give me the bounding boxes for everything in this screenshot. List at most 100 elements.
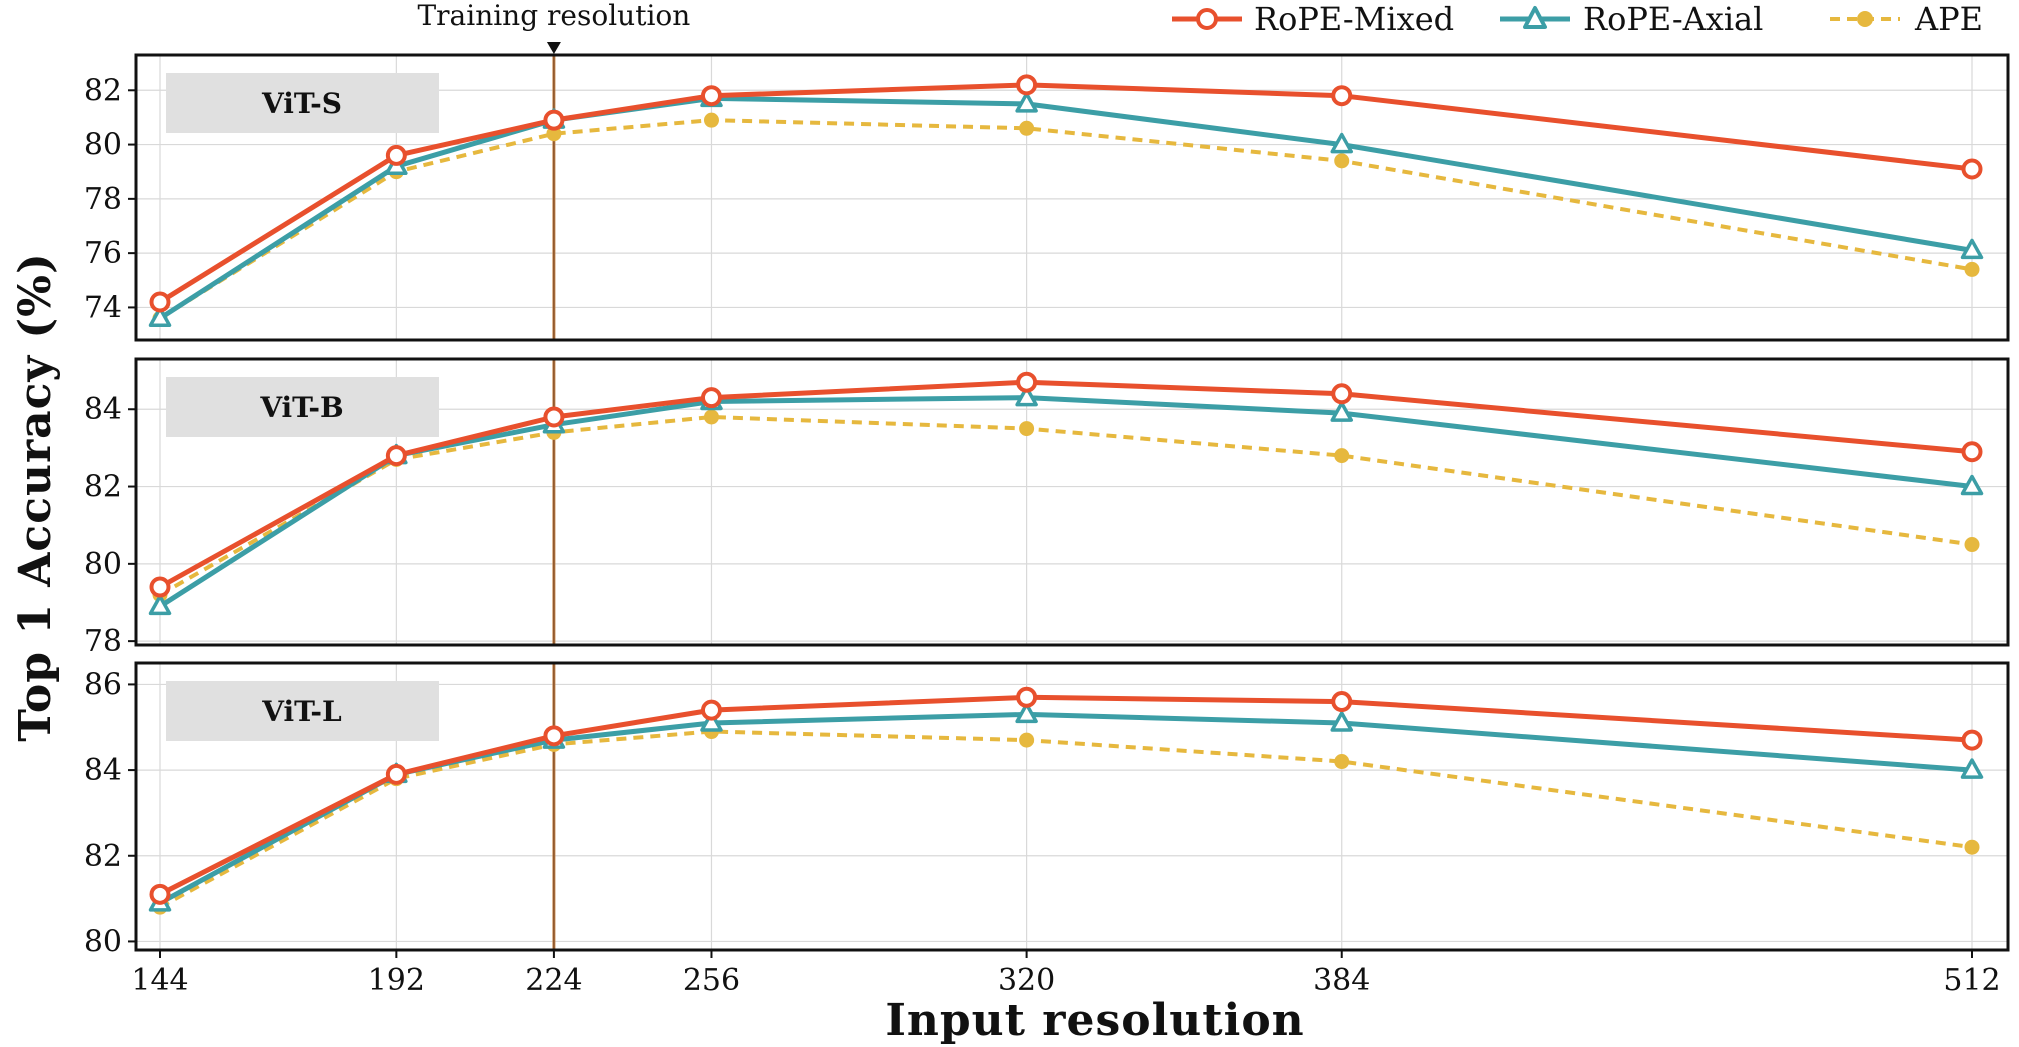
point-rope-mixed-144 (149, 883, 171, 905)
training-annotation: Training resolution (417, 0, 690, 54)
panel-frame (134, 53, 2010, 342)
series-rope-mixed (149, 371, 1983, 598)
panel-label-box (166, 73, 439, 133)
panel-label: ViT-B (259, 391, 343, 424)
point-rope-mixed-320 (1016, 686, 1038, 708)
y-tick-label: 80 (84, 924, 122, 959)
y-tick-label: 82 (84, 470, 122, 505)
point-rope-mixed-384 (1331, 85, 1353, 107)
series-line-ape (159, 729, 1973, 909)
point-ape-320 (1019, 732, 1035, 748)
panel-label: ViT-S (261, 87, 342, 120)
y-tick-label: 76 (84, 236, 122, 271)
legend-label-ape: APE (1914, 0, 1983, 38)
x-tick-label: 192 (368, 963, 425, 998)
point-ape-384 (1334, 448, 1350, 464)
point-rope-mixed-256 (700, 85, 722, 107)
point-rope-axial-320 (1015, 385, 1038, 407)
y-tick-label: 84 (84, 392, 122, 427)
y-tick-label: 80 (84, 547, 122, 582)
x-tick-label: 512 (1943, 963, 2000, 998)
point-rope-mixed-192 (385, 763, 407, 785)
y-tick-label: 78 (84, 624, 122, 659)
point-rope-axial-144 (148, 306, 172, 328)
y-tick-label: 80 (84, 128, 122, 163)
panel-vit-s: 74 76 78 80 82 ViT-S (84, 53, 2010, 342)
legend-label-rope-axial: RoPE-Axial (1583, 0, 1763, 38)
point-rope-mixed-144 (149, 576, 171, 598)
point-rope-axial-384 (1330, 401, 1353, 422)
legend-marker-rope-axial (1523, 6, 1547, 29)
point-rope-mixed-512 (1961, 729, 1983, 751)
point-ape-512 (1964, 261, 1980, 277)
point-rope-mixed-384 (1331, 383, 1353, 405)
point-rope-axial-384 (1330, 711, 1353, 732)
y-tick-label: 74 (84, 290, 122, 325)
panel-label: ViT-L (261, 695, 342, 728)
x-tick-label: 384 (1313, 963, 1370, 998)
point-rope-axial-512 (1960, 474, 1984, 496)
point-rope-mixed-192 (385, 144, 407, 166)
y-tick-label: 84 (84, 753, 122, 788)
legend-entry-rope-axial: RoPE-Axial (1500, 0, 1763, 38)
panel-frame (134, 661, 2010, 952)
legend-entry-rope-mixed: RoPE-Mixed (1172, 0, 1454, 38)
y-axis-title: Top 1 Accuracy (%) (10, 252, 61, 742)
point-rope-mixed-320 (1016, 74, 1038, 96)
legend-label-rope-mixed: RoPE-Mixed (1254, 0, 1454, 38)
legend: RoPE-Mixed RoPE-Axial APE (1172, 0, 1983, 38)
y-tick-label: 82 (84, 73, 122, 108)
series-line-ape (159, 415, 1973, 597)
point-rope-mixed-224 (543, 725, 565, 747)
y-tick-label: 82 (84, 839, 122, 874)
y-tick-label: 86 (84, 667, 122, 702)
point-ape-224 (546, 126, 562, 142)
x-axis-title: Input resolution (885, 995, 1304, 1046)
point-ape-512 (1964, 537, 1980, 553)
point-ape-512 (1964, 839, 1980, 855)
point-rope-axial-512 (1960, 758, 1984, 779)
x-tick-label: 144 (131, 963, 188, 998)
point-ape-256 (703, 409, 719, 425)
point-rope-mixed-224 (543, 406, 565, 428)
point-rope-axial-144 (148, 594, 172, 616)
series-rope-mixed (149, 686, 1983, 905)
x-tick-label: 224 (525, 963, 582, 998)
point-rope-axial-256 (700, 711, 723, 732)
point-rope-axial-512 (1960, 238, 1984, 260)
point-rope-mixed-256 (700, 387, 722, 409)
panel-label-box (166, 681, 439, 741)
point-ape-256 (703, 112, 719, 128)
x-tick-label: 320 (998, 963, 1055, 998)
point-rope-mixed-320 (1016, 371, 1038, 393)
panels: 74 76 78 80 82 ViT-S 78 80 82 84 ViT-B 80 82 84 86 ViT-… (84, 53, 2010, 959)
point-rope-axial-320 (1015, 702, 1038, 724)
point-ape-320 (1019, 421, 1035, 437)
panel-frame (134, 357, 2010, 647)
point-rope-mixed-512 (1961, 441, 1983, 463)
point-rope-mixed-256 (700, 699, 722, 721)
point-ape-320 (1019, 120, 1035, 136)
legend-entry-ape: APE (1830, 0, 1983, 38)
x-tick-label: 256 (683, 963, 740, 998)
point-rope-mixed-144 (149, 291, 171, 313)
panel-vit-l: 80 82 84 86 ViT-L (84, 661, 2010, 959)
legend-marker-ape (1857, 11, 1873, 27)
series-ape (152, 409, 1980, 603)
panel-label-box (166, 377, 439, 437)
point-ape-384 (1334, 754, 1350, 770)
legend-marker-rope-mixed (1196, 8, 1218, 30)
point-rope-mixed-224 (543, 109, 565, 131)
panel-vit-b: 78 80 82 84 ViT-B (84, 357, 2010, 659)
point-rope-axial-320 (1015, 92, 1038, 113)
training-resolution-label: Training resolution (417, 0, 690, 32)
training-resolution-arrow (546, 42, 561, 54)
point-rope-mixed-192 (385, 445, 407, 467)
x-axis: 144 192 224 256 320 384 512 (131, 950, 2001, 998)
point-rope-mixed-384 (1331, 691, 1353, 713)
series-rope-mixed (149, 74, 1983, 313)
point-ape-384 (1334, 153, 1350, 169)
point-rope-mixed-512 (1961, 158, 1983, 180)
point-rope-axial-384 (1330, 132, 1353, 154)
